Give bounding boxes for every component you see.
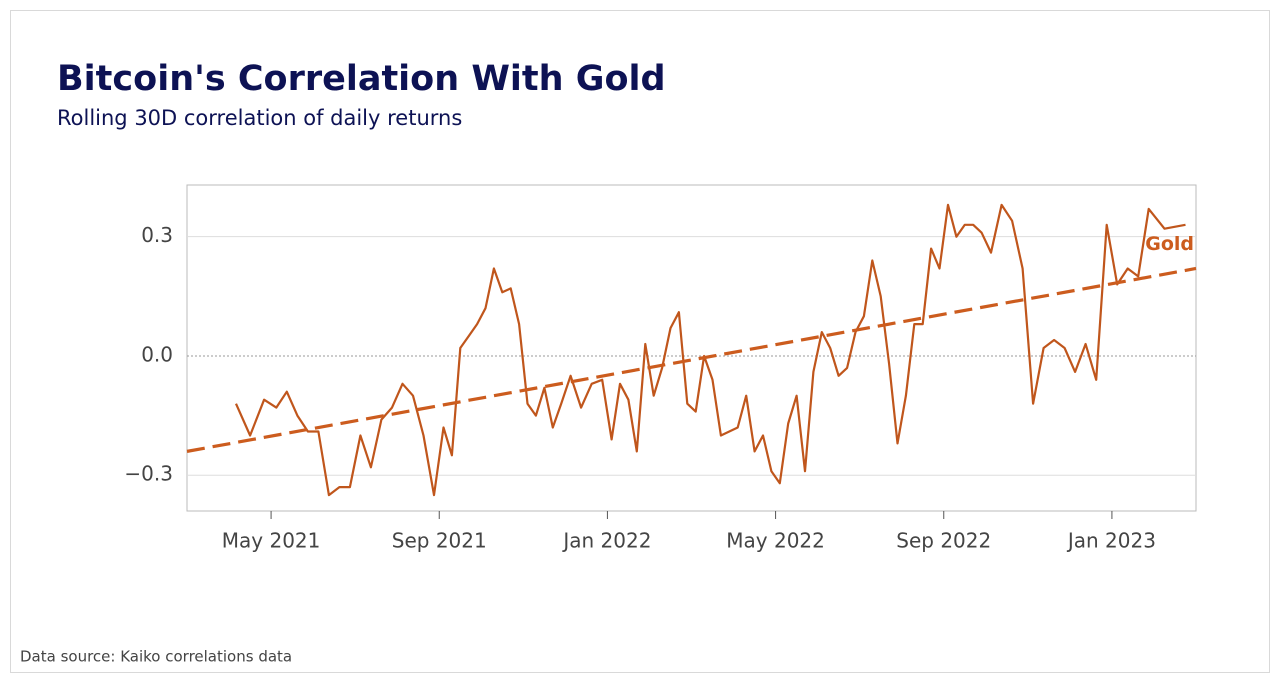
source-note: Data source: Kaiko correlations data [20, 648, 292, 666]
plot-area [186, 184, 1197, 512]
y-tick-label: −0.3 [124, 462, 173, 486]
data-line [234, 203, 1186, 497]
y-tick-label: 0.3 [141, 223, 173, 247]
annotation: Gold [1145, 233, 1194, 255]
x-tick-label: Jan 2023 [1066, 529, 1156, 553]
x-tick-label: May 2021 [222, 529, 321, 553]
x-tick-label: Sep 2022 [896, 529, 991, 553]
y-tick-label: 0.0 [141, 342, 173, 366]
x-tick-label: Jan 2022 [561, 529, 651, 553]
frame [10, 10, 1270, 673]
chart-subtitle: Rolling 30D correlation of daily returns [57, 106, 462, 130]
x-tick-label: Sep 2021 [392, 529, 487, 553]
x-tick-label: May 2022 [726, 529, 825, 553]
trend-line [186, 266, 1197, 453]
chart-title: Bitcoin's Correlation With Gold [57, 59, 666, 99]
